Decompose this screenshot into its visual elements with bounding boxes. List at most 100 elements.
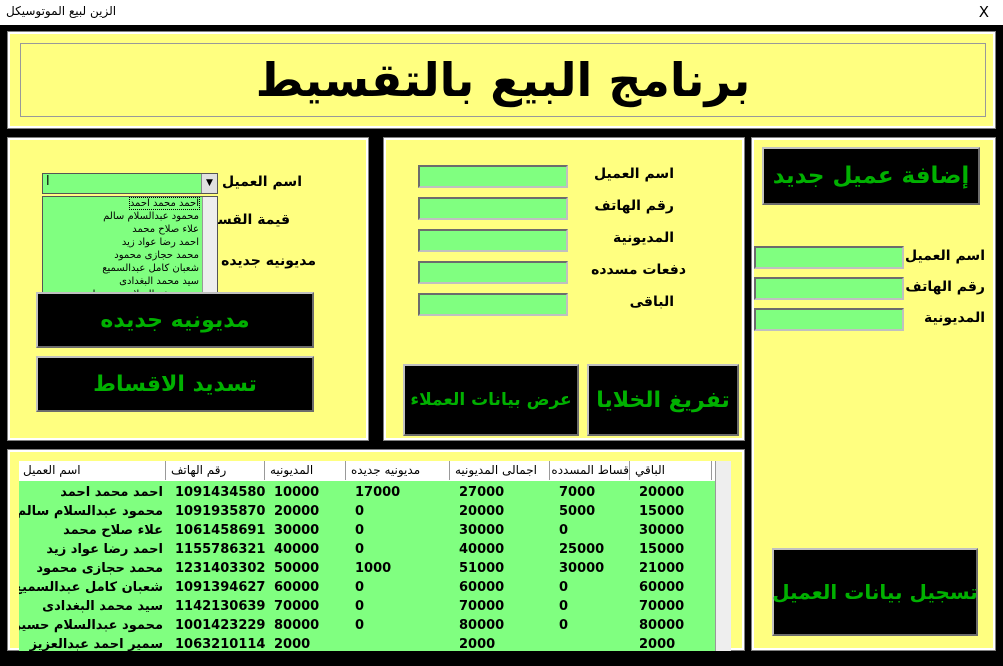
table-cell: 1155786321 xyxy=(175,542,266,557)
save-customer-button[interactable]: تسجيل بيانات العميل xyxy=(772,548,978,636)
text-box[interactable] xyxy=(418,229,568,252)
table-cell: 30000 xyxy=(639,523,685,538)
table-cell: 70000 xyxy=(459,599,505,614)
column-header: مديونيه جديده xyxy=(347,461,450,480)
table-cell: 21000 xyxy=(639,561,685,576)
dropdown-item[interactable]: محمود عبدالسلام سالم xyxy=(103,211,199,222)
customer-name: احمد رضا عواد زيد xyxy=(46,542,163,557)
label: الباقى xyxy=(629,294,674,310)
window-title: الزين لبيع الموتوسيكل xyxy=(6,4,117,18)
label: رقم الهاتف xyxy=(905,279,985,295)
text-box[interactable] xyxy=(418,197,568,220)
column-header: اجمالى المديونيه xyxy=(451,461,550,480)
payment-panel: اسم العميل قيمة القسط مديونيه جديده ا ▼ … xyxy=(7,137,369,441)
close-button[interactable]: X xyxy=(978,3,989,21)
table-cell: 80000 xyxy=(274,618,320,633)
customer-name: شعبان كامل عبدالسميع xyxy=(19,580,163,595)
new-customer-title: إضافة عميل جديد xyxy=(762,147,980,205)
table-cell: 0 xyxy=(355,504,365,519)
table-cell: 80000 xyxy=(639,618,685,633)
text-box[interactable] xyxy=(754,308,904,331)
table-cell: 1091935870 xyxy=(175,504,266,519)
table-cell: 0 xyxy=(559,523,569,538)
table-cell: 1142130639 xyxy=(175,599,266,614)
text-box[interactable] xyxy=(418,261,568,284)
column-header: قساط المسدده xyxy=(551,461,630,480)
table-cell: 40000 xyxy=(274,542,320,557)
table-cell: 1061458691 xyxy=(175,523,266,538)
table-cell: 1063210114 xyxy=(175,637,266,651)
table-cell: 50000 xyxy=(274,561,320,576)
table-cell: 1001423229 xyxy=(175,618,266,633)
customer-name: علاء صلاح محمد xyxy=(63,523,163,538)
table-cell: 0 xyxy=(355,618,365,633)
column-header: الباقي xyxy=(631,461,712,480)
table-cell: 40000 xyxy=(459,542,505,557)
label: دفعات مسدده xyxy=(591,262,686,278)
header-panel: برنامج البيع بالتقسيط xyxy=(7,31,996,129)
label: اسم العميل xyxy=(905,248,985,264)
column-header: المديونيه xyxy=(266,461,346,480)
table-cell: 10000 xyxy=(274,485,320,500)
column-header: رقم الهاتف xyxy=(167,461,265,480)
scrollbar[interactable] xyxy=(715,461,731,651)
header-title: برنامج البيع بالتقسيط xyxy=(20,43,986,117)
table-cell: 0 xyxy=(559,580,569,595)
table-cell: 30000 xyxy=(274,523,320,538)
customer-name: سيد محمد البغدادى xyxy=(42,599,163,614)
dropdown-item[interactable]: احمد رضا عواد زيد xyxy=(121,237,199,248)
table-cell: 80000 xyxy=(459,618,505,633)
customer-name: سمير احمد عبدالعزيز xyxy=(29,637,163,651)
pay-installments-button[interactable]: تسديد الاقساط xyxy=(36,356,314,412)
label: رقم الهاتف xyxy=(594,198,674,214)
text-box[interactable] xyxy=(754,246,904,269)
table-cell: 7000 xyxy=(559,485,596,500)
table-cell: 20000 xyxy=(274,504,320,519)
table-cell: 0 xyxy=(355,542,365,557)
table-cell: 0 xyxy=(355,523,365,538)
info-panel: عرض بيانات العملاء تفريغ الخلايا اسم الع… xyxy=(383,137,745,441)
label: المديونية xyxy=(923,310,985,326)
table-cell: 2000 xyxy=(639,637,676,651)
text-box[interactable] xyxy=(754,277,904,300)
table-cell: 0 xyxy=(559,599,569,614)
table-cell: 2000 xyxy=(274,637,311,651)
table-cell: 17000 xyxy=(355,485,401,500)
table-cell: 15000 xyxy=(639,504,685,519)
table-cell: 30000 xyxy=(459,523,505,538)
table-cell: 60000 xyxy=(639,580,685,595)
label: مديونيه جديده xyxy=(221,253,316,269)
label: اسم العميل xyxy=(594,166,674,182)
scrollbar[interactable] xyxy=(202,197,217,301)
customer-name: محمود عبدالسلام حسين احمد xyxy=(19,618,163,633)
table-cell: 1231403302 xyxy=(175,561,266,576)
combo-arrow[interactable]: ▼ xyxy=(201,174,217,193)
dropdown-list: احمد محمد احمد محمود عبدالسلام سالم علاء ص… xyxy=(42,196,218,302)
clear-fields-button[interactable]: تفريغ الخلايا xyxy=(587,364,739,436)
table-cell: 27000 xyxy=(459,485,505,500)
label: قيمة القسط xyxy=(202,212,290,228)
dropdown-item[interactable]: شعبان كامل عبدالسميع xyxy=(102,263,199,274)
table-cell: 51000 xyxy=(459,561,505,576)
dropdown-item[interactable]: سيد محمد البغدادى xyxy=(119,276,199,287)
label: اسم العميل xyxy=(222,174,302,190)
table-cell: 0 xyxy=(355,580,365,595)
table-cell: 20000 xyxy=(639,485,685,500)
table-cell: 70000 xyxy=(639,599,685,614)
text-box[interactable] xyxy=(418,293,568,316)
customer-combo[interactable]: ا ▼ xyxy=(42,173,218,194)
new-debt-button[interactable]: مديونيه جديده xyxy=(36,292,314,348)
table-cell: 1091394627 xyxy=(175,580,266,595)
dropdown-item[interactable]: احمد محمد احمد xyxy=(128,197,201,210)
text-box[interactable] xyxy=(418,165,568,188)
table-cell: 1000 xyxy=(355,561,392,576)
customers-table: اسم العميل رقم الهاتف المديونيه مديونيه جدي… xyxy=(19,461,731,651)
dropdown-item[interactable]: علاء صلاح محمد xyxy=(132,224,199,235)
customer-name: محمود عبدالسلام سالم xyxy=(19,504,163,519)
show-customers-button[interactable]: عرض بيانات العملاء xyxy=(403,364,579,436)
new-customer-panel: إضافة عميل جديد تسجيل بيانات العميل اسم … xyxy=(751,137,996,651)
dropdown-item[interactable]: محمد حجازى محمود xyxy=(114,250,199,261)
table-cell: 20000 xyxy=(459,504,505,519)
table-cell: 25000 xyxy=(559,542,605,557)
